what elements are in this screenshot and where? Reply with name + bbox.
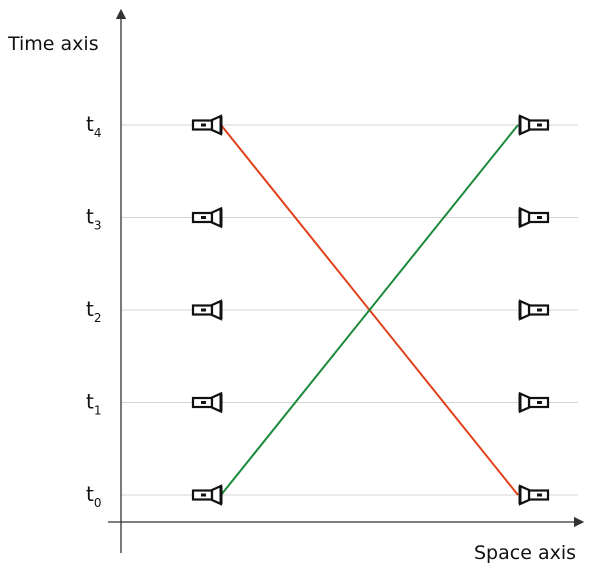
time-label-main: t (86, 482, 94, 506)
time-label-sub: 4 (94, 126, 102, 140)
flashlight-switch (201, 493, 206, 497)
time-label: t3 (86, 205, 101, 233)
flashlight-switch (201, 308, 206, 312)
grid (121, 124, 578, 496)
time-label: t0 (86, 482, 101, 510)
flashlight-left (191, 206, 223, 229)
time-label-sub: 0 (94, 496, 102, 510)
time-label: t2 (86, 297, 101, 325)
time-label: t1 (86, 390, 101, 418)
time-label-sub: 1 (94, 404, 102, 418)
flashlight-left (191, 391, 223, 414)
flashlight-right (518, 391, 550, 414)
time-label-main: t (86, 205, 94, 229)
flashlight-switch (537, 493, 542, 497)
time-label-sub: 3 (94, 219, 102, 233)
flashlight-right (518, 114, 550, 136)
light-ray-right-to-left (220, 124, 519, 496)
flashlight-switch (201, 216, 206, 219)
time-axis-label: Time axis (7, 33, 99, 55)
flashlight-switch (537, 401, 542, 404)
space-axis-label: Space axis (474, 542, 576, 564)
flashlight-switch (537, 308, 542, 312)
flashlight-switch (201, 123, 206, 127)
flashlight-right (518, 206, 550, 229)
flashlight-right (518, 484, 550, 506)
time-label-sub: 2 (94, 311, 102, 325)
time-label-main: t (86, 390, 94, 414)
time-label: t4 (86, 112, 101, 140)
time-label-main: t (86, 112, 94, 136)
flashlight-switch (537, 123, 542, 127)
flashlight-switch (537, 216, 542, 219)
flashlight-left (191, 484, 223, 506)
flashlight-right (518, 299, 550, 321)
flashlight-switch (201, 401, 206, 404)
time-label-main: t (86, 297, 94, 321)
flashlight-left (191, 114, 223, 136)
flashlight-left (191, 299, 223, 321)
